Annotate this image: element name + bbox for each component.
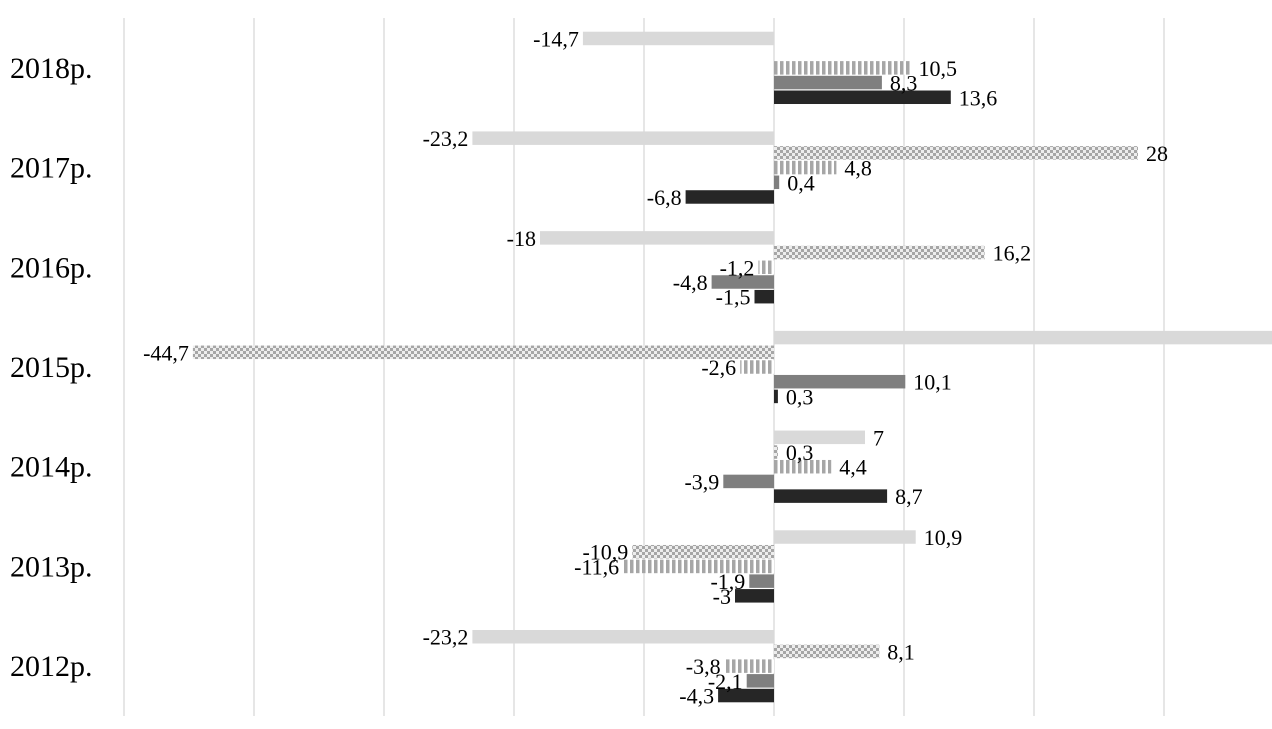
bar-dotted bbox=[774, 445, 778, 459]
category-label: 2015р. bbox=[10, 351, 93, 384]
bar-light-solid bbox=[472, 131, 774, 145]
bar-dark-solid bbox=[754, 289, 774, 304]
bar-dark-solid bbox=[685, 190, 774, 204]
data-label: -18 bbox=[507, 226, 536, 251]
data-label: 0,3 bbox=[786, 440, 814, 465]
bar-light-solid bbox=[774, 330, 1272, 345]
bar-dotted bbox=[774, 644, 880, 659]
bar-vertical-stripes bbox=[774, 61, 911, 75]
category-labels: 2018р. 2017р. 2016р. 2015р. 2014р. 2013р. 2012… bbox=[10, 52, 93, 683]
data-label: -1,5 bbox=[716, 285, 751, 310]
bar-medium-solid bbox=[774, 75, 882, 90]
bar-medium-solid bbox=[723, 474, 774, 489]
data-label: 10,1 bbox=[913, 370, 952, 395]
bar-light-solid bbox=[582, 31, 774, 46]
bar-dark-solid bbox=[774, 489, 888, 503]
data-label: 8,3 bbox=[890, 71, 918, 96]
category-label: 2013р. bbox=[10, 550, 93, 583]
bar-medium-solid bbox=[746, 674, 774, 688]
bar-medium-solid bbox=[774, 374, 906, 389]
bar-medium-solid bbox=[711, 275, 774, 289]
bar-dark-solid bbox=[774, 389, 778, 404]
data-label: 8,7 bbox=[895, 484, 923, 509]
category-label: 2014р. bbox=[10, 451, 93, 484]
bar-vertical-stripes bbox=[724, 659, 774, 673]
data-label: -2,6 bbox=[701, 355, 736, 380]
data-label: -3,9 bbox=[684, 469, 719, 494]
bar-medium-solid bbox=[749, 574, 774, 588]
data-label: -3 bbox=[713, 584, 731, 609]
gridlines bbox=[123, 18, 1165, 716]
category-label: 2018р. bbox=[10, 52, 93, 85]
bar-dotted bbox=[192, 345, 774, 360]
bar-dotted bbox=[774, 146, 1138, 160]
data-label: -44,7 bbox=[143, 340, 189, 365]
bar-dark-solid bbox=[718, 688, 774, 703]
bar-medium-solid bbox=[774, 175, 780, 190]
data-label: -4,8 bbox=[673, 270, 708, 295]
data-label: 28 bbox=[1146, 141, 1168, 166]
data-label: -23,2 bbox=[423, 126, 469, 151]
bar-vertical-stripes bbox=[740, 360, 774, 374]
category-label: 2012р. bbox=[10, 650, 93, 683]
bar-vertical-stripes bbox=[774, 160, 837, 175]
bar-dark-solid bbox=[735, 589, 774, 603]
bar-dotted bbox=[632, 544, 774, 559]
data-label: 16,2 bbox=[993, 241, 1032, 266]
data-label: -4,3 bbox=[679, 684, 714, 709]
category-label: 2016р. bbox=[10, 251, 93, 284]
bar-light-solid bbox=[540, 231, 774, 245]
bar-dotted bbox=[774, 245, 985, 260]
data-label: 10,9 bbox=[924, 525, 963, 550]
bar-light-solid bbox=[472, 629, 774, 644]
data-label: 13,6 bbox=[959, 85, 998, 110]
bars bbox=[192, 31, 1272, 703]
data-label: -3,8 bbox=[686, 654, 721, 679]
bar-vertical-stripes bbox=[623, 559, 774, 574]
value-labels: -14,7 10,58,3 13,6 -23,2 28 4,8 0,4 -6,8 -18 16,2… bbox=[143, 26, 1168, 708]
data-label: 0,4 bbox=[787, 170, 815, 195]
data-label: 10,5 bbox=[919, 56, 958, 81]
data-label: -6,8 bbox=[647, 185, 682, 210]
bar-light-solid bbox=[774, 530, 916, 544]
bar-light-solid bbox=[774, 430, 865, 445]
data-label: -23,2 bbox=[423, 625, 469, 650]
data-label: -11,6 bbox=[574, 554, 619, 579]
data-label: -2,1 bbox=[708, 669, 743, 694]
data-label: 8,1 bbox=[887, 639, 915, 664]
data-label: -10,9 bbox=[582, 540, 628, 565]
data-label: 0,3 bbox=[786, 384, 814, 409]
data-label: 4,8 bbox=[844, 156, 872, 181]
data-label: 7 bbox=[873, 425, 884, 450]
data-label: -1,2 bbox=[720, 255, 755, 280]
bar-dark-solid bbox=[774, 90, 951, 105]
data-label: 4,4 bbox=[839, 455, 867, 480]
bar-vertical-stripes bbox=[774, 459, 832, 474]
category-label: 2017р. bbox=[10, 152, 93, 185]
data-label: -14,7 bbox=[533, 26, 579, 51]
data-label: -1,9 bbox=[710, 569, 745, 594]
bar-vertical-stripes bbox=[758, 260, 774, 275]
